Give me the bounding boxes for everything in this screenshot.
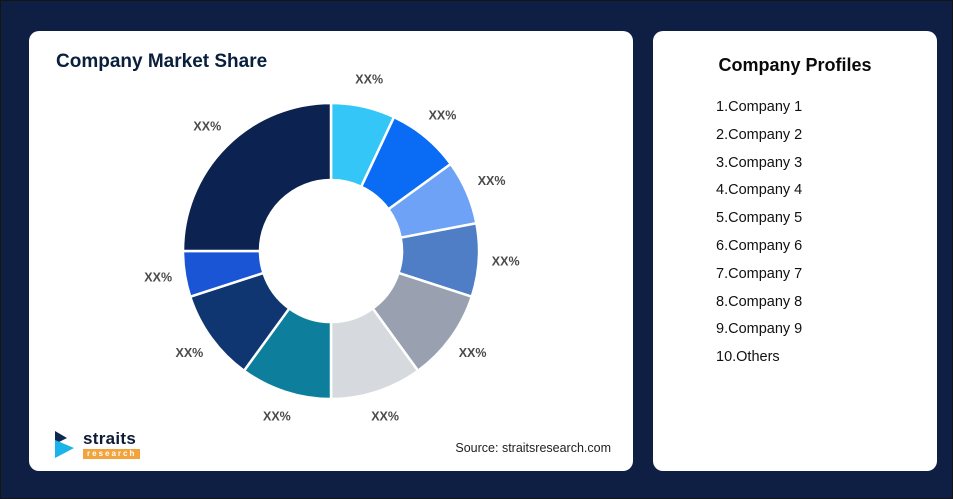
profile-list-item: 10.Others — [716, 349, 780, 366]
chart-title: Company Market Share — [56, 51, 268, 72]
logo-arrow-icon — [55, 430, 74, 458]
straits-logo: straits research — [53, 429, 141, 459]
profile-list-item: 7.Company 7 — [716, 265, 803, 282]
logo-text-block: straits research — [83, 429, 141, 459]
slice-percentage-label: XX% — [459, 346, 487, 360]
profile-list-item: 5.Company 5 — [716, 210, 803, 227]
slice-percentage-label: XX% — [492, 254, 520, 268]
profile-list-item: 6.Company 6 — [716, 237, 803, 254]
source-text: Source: straitsresearch.com — [455, 441, 611, 455]
profile-list-item: 1.Company 1 — [716, 99, 803, 115]
slice-percentage-label: XX% — [429, 108, 457, 122]
market-share-card: Company Market Share XX% XX% XX% XX% XX% XX% X… — [29, 31, 633, 471]
slice-percentage-label: XX% — [478, 174, 506, 188]
logo-text: straits — [83, 429, 137, 448]
donut-chart: XX% XX% XX% XX% XX% XX% XX% XX% XX% XX% — [144, 72, 520, 424]
logo-subtext: research — [83, 449, 141, 459]
slice-percentage-label: XX% — [176, 346, 204, 360]
slice-percentage-label: XX% — [371, 410, 399, 424]
slice-percentage-label: XX% — [193, 120, 221, 134]
slice-percentage-label: XX% — [144, 271, 172, 285]
donut-slice-others — [181, 101, 333, 253]
profile-list-item: 9.Company 9 — [716, 321, 803, 338]
profile-list-item: 8.Company 8 — [716, 293, 803, 310]
profile-list-item: 3.Company 3 — [716, 154, 803, 171]
profiles-title: Company Profiles — [718, 55, 872, 75]
profile-list-item: 2.Company 2 — [716, 126, 803, 143]
slice-percentage-label: XX% — [263, 410, 291, 424]
company-profiles-card: Company Profiles 1.Company 1 2.Company 2 3… — [653, 31, 937, 471]
profiles-list: 1.Company 1 2.Company 2 3.Company 3 4.Compa… — [653, 94, 937, 372]
profile-list-item: 4.Company 4 — [716, 182, 803, 199]
slice-percentage-label: XX% — [355, 72, 383, 86]
